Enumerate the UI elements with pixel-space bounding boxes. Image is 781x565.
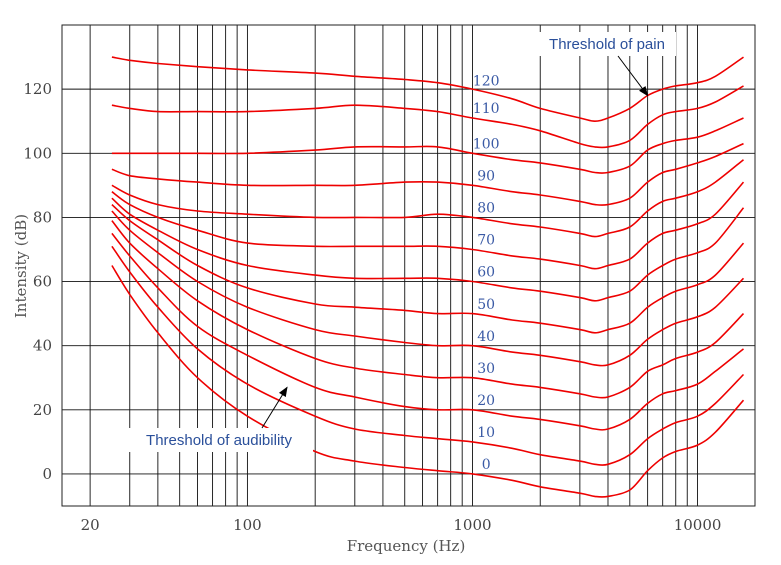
curve-label-90: 90: [477, 169, 495, 185]
curve-label-70: 70: [477, 233, 495, 249]
curve-label-110: 110: [473, 101, 500, 117]
threshold-of-pain-arrow: [617, 55, 649, 97]
y-tick-label: 0: [42, 465, 52, 483]
curve-60-phon: [111, 197, 745, 302]
curve-40-phon: [111, 210, 745, 367]
plot-background: [62, 25, 755, 506]
x-tick-label: 10000: [674, 516, 722, 534]
curve-labels: 0 10 20 30 40 50 60 70 80 90 100 110 120: [473, 73, 500, 473]
x-tick-label: 20: [81, 516, 100, 534]
curve-label-0: 0: [482, 457, 491, 473]
curve-label-120: 120: [473, 73, 500, 89]
curve-0-phon: [111, 265, 745, 498]
annotation-backing: [538, 32, 676, 56]
y-tick-label: 80: [33, 208, 52, 226]
plot-frame: [61, 24, 756, 507]
x-tick-label: 100: [233, 516, 262, 534]
curve-120-phon: [111, 56, 744, 123]
curve-label-20: 20: [477, 393, 495, 409]
curve-10-phon: [111, 245, 745, 466]
y-tick-label: 60: [33, 273, 52, 291]
y-tick-label: 100: [23, 144, 52, 162]
threshold-of-pain-label: Threshold of pain: [549, 36, 665, 53]
y-tick-label: 120: [23, 80, 52, 98]
curve-80-phon: [111, 159, 744, 238]
x-tick-label: 1000: [453, 516, 491, 534]
y-tick-label: 20: [33, 401, 52, 419]
curve-90-phon: [111, 142, 744, 206]
curve-100-phon: [111, 117, 744, 174]
curve-label-60: 60: [477, 265, 495, 281]
curve-50-phon: [111, 203, 745, 334]
threshold-of-audibility-label: Threshold of audibility: [146, 432, 292, 449]
curve-70-phon: [111, 181, 745, 270]
curve-label-30: 30: [477, 361, 495, 377]
curve-label-100: 100: [473, 136, 500, 152]
curve-20-phon: [111, 232, 744, 431]
annotations: Threshold of pain Threshold of audibility: [125, 32, 676, 452]
curve-label-40: 40: [477, 329, 495, 345]
annotation-backing: [125, 428, 313, 452]
curve-30-phon: [111, 220, 745, 399]
x-axis-title: Frequency (Hz): [347, 537, 466, 555]
threshold-of-audibility-arrow: [261, 386, 288, 429]
x-tick-labels: 20 100 1000 10000: [81, 516, 722, 534]
curve-label-80: 80: [477, 201, 495, 217]
curve-label-10: 10: [477, 425, 495, 441]
curves: [111, 56, 745, 498]
curve-label-50: 50: [477, 297, 495, 313]
y-tick-label: 40: [33, 337, 52, 355]
curve-110-phon: [111, 85, 744, 149]
y-tick-labels: 0 20 40 60 80 100 120: [23, 80, 52, 483]
y-axis-title: Intensity (dB): [12, 214, 30, 318]
